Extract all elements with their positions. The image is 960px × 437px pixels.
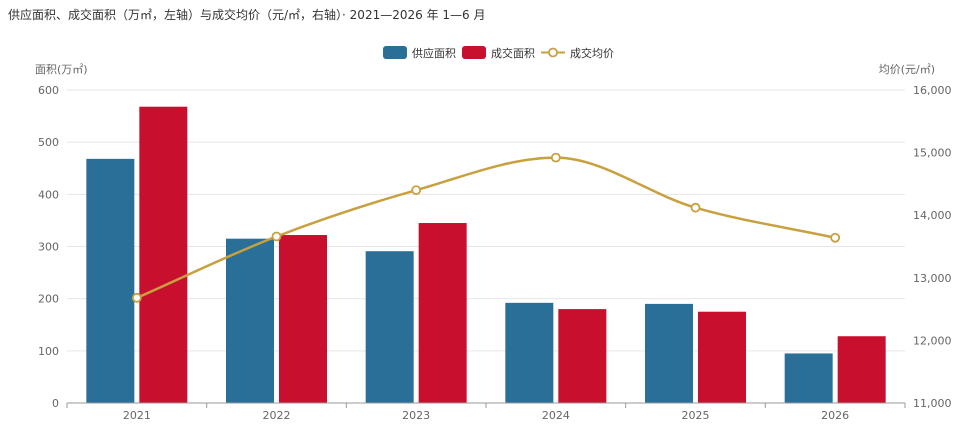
x-tick-label: 2025 <box>682 409 710 422</box>
y-tick-label: 500 <box>38 136 59 149</box>
bar-deal[interactable] <box>698 311 746 403</box>
bar-supply[interactable] <box>505 302 554 403</box>
y-tick-label: 400 <box>38 188 59 201</box>
legend-deal-label: 成交面积 <box>491 46 535 60</box>
legend: 供应面积 成交面积 成交均价 <box>383 46 614 60</box>
bar-deal[interactable] <box>279 235 327 403</box>
y2-tick-label: 16,000 <box>913 84 952 97</box>
legend-price-label: 成交均价 <box>570 46 614 60</box>
y2-tick-label: 12,000 <box>913 334 952 347</box>
x-tick-label: 2022 <box>263 409 291 422</box>
bar-supply[interactable] <box>645 303 693 403</box>
bar-supply[interactable] <box>784 353 833 403</box>
legend-deal[interactable]: 成交面积 <box>462 46 535 60</box>
y2-tick-label: 13,000 <box>913 272 952 285</box>
price-line-path <box>136 156 836 299</box>
y2-tick-label: 14,000 <box>913 209 952 222</box>
y-tick-label: 300 <box>38 241 59 254</box>
chart-title: 供应面积、成交面积（万㎡，左轴）与成交均价（元/㎡，右轴）· 2021—2026… <box>8 8 486 22</box>
price-point[interactable] <box>830 232 841 243</box>
x-tick-label: 2024 <box>542 409 570 422</box>
x-tick-label: 2026 <box>821 409 849 422</box>
price-point[interactable] <box>690 202 701 213</box>
bar-series <box>86 106 886 404</box>
bar-deal[interactable] <box>558 309 607 403</box>
legend-price[interactable]: 成交均价 <box>541 46 614 60</box>
legend-supply[interactable]: 供应面积 <box>383 46 456 60</box>
y-tick-label: 200 <box>38 293 59 306</box>
axes: 0 100 200 300 400 500 600 11,000 12,000 13,000 14,… <box>35 63 952 422</box>
bar-supply[interactable] <box>86 158 135 403</box>
bar-deal[interactable] <box>139 106 188 404</box>
price-line <box>131 152 841 303</box>
y-tick-label: 0 <box>52 397 59 410</box>
y2-tick-label: 15,000 <box>913 147 952 160</box>
price-point[interactable] <box>271 231 282 242</box>
price-point[interactable] <box>411 185 422 196</box>
gridlines <box>67 89 905 352</box>
price-point[interactable] <box>550 152 561 163</box>
y-tick-label: 600 <box>38 84 59 97</box>
y2-tick-label: 11,000 <box>913 397 952 410</box>
bar-supply[interactable] <box>365 251 414 403</box>
x-tick-label: 2021 <box>123 409 151 422</box>
bar-deal[interactable] <box>418 223 467 403</box>
legend-deal-swatch <box>462 46 486 59</box>
x-tick-label: 2023 <box>402 409 430 422</box>
bar-deal[interactable] <box>837 336 886 403</box>
y-tick-label: 100 <box>38 345 59 358</box>
y-axis-name: 面积(万㎡) <box>35 63 88 76</box>
legend-supply-swatch <box>383 46 407 59</box>
price-point[interactable] <box>131 292 142 303</box>
bar-supply[interactable] <box>226 238 274 403</box>
legend-supply-label: 供应面积 <box>412 46 456 60</box>
y2-axis-name: 均价(元/㎡) <box>879 63 935 76</box>
legend-price-swatch-dot <box>548 47 558 58</box>
